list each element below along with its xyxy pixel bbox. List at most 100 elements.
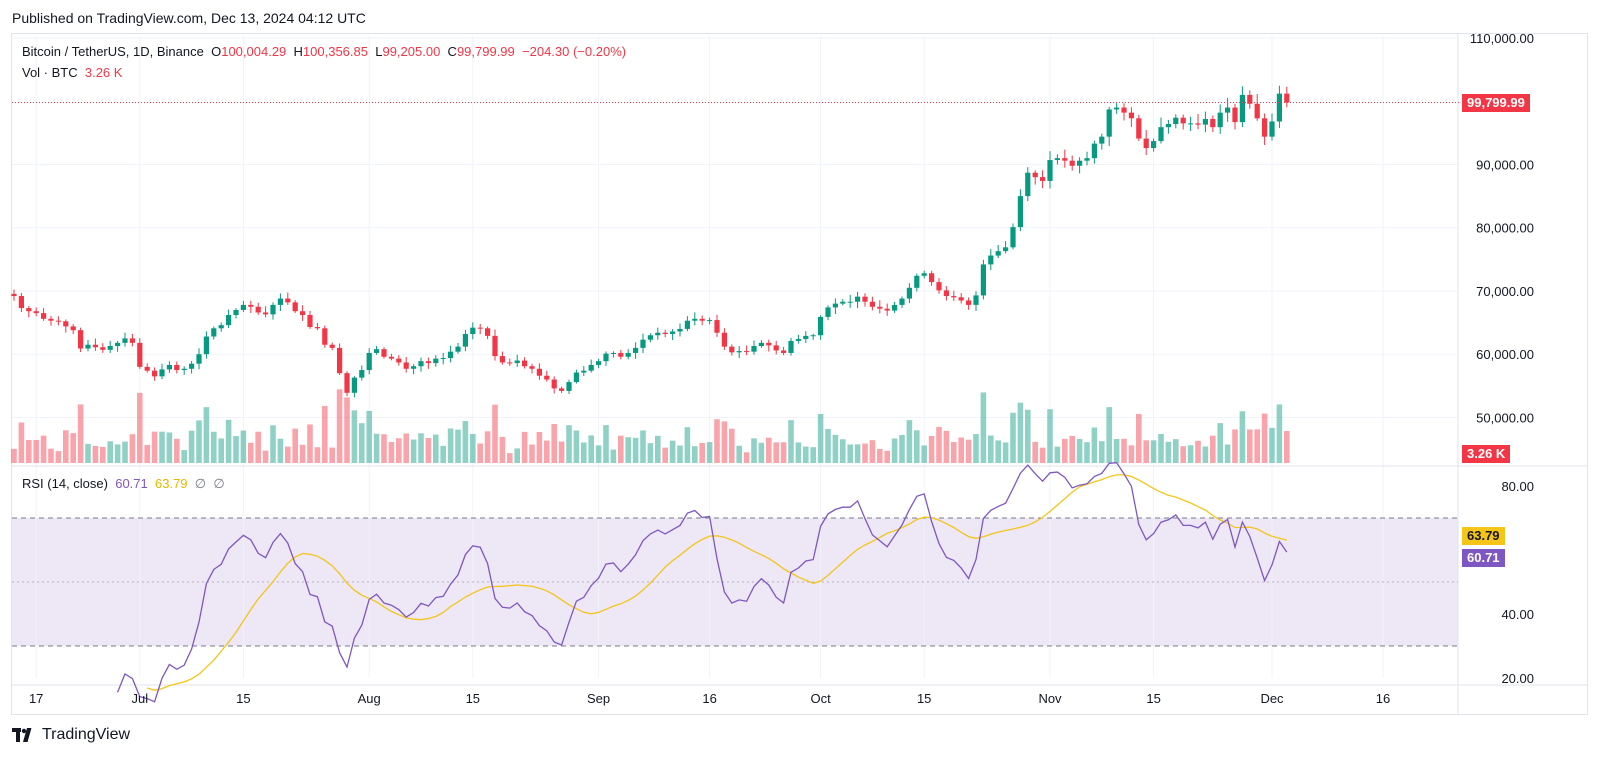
footer-brand[interactable]: TradingView	[12, 726, 130, 744]
candle-body	[1121, 107, 1127, 113]
candle-body	[366, 352, 372, 371]
volume-bar	[203, 407, 210, 463]
volume-value: 3.26 K	[84, 65, 123, 80]
volume-bar	[877, 448, 883, 463]
low-label: L	[375, 44, 383, 59]
grid	[12, 34, 1588, 714]
volume-bar	[780, 442, 787, 463]
volume-bar	[1091, 427, 1098, 463]
volume-bar	[396, 438, 402, 463]
candle-body	[943, 290, 949, 297]
volume-bar	[973, 434, 979, 463]
candle-body	[840, 301, 846, 304]
volume-bar	[1210, 435, 1216, 463]
volume-bar	[706, 442, 713, 463]
x-tick-label: 16	[702, 691, 716, 706]
rsi-label: RSI (14, close)	[22, 476, 108, 491]
candle-body	[351, 377, 357, 393]
volume-bar	[1076, 439, 1083, 463]
volume-bar	[1269, 427, 1275, 463]
candle-body	[462, 333, 468, 347]
candle-body	[847, 301, 853, 303]
x-tick-label: Aug	[358, 691, 381, 706]
x-tick-label: 15	[236, 691, 250, 706]
candles	[11, 85, 1460, 398]
candle-body	[292, 302, 298, 312]
volume-bar	[884, 450, 890, 463]
volume-bar	[11, 448, 17, 463]
volume-bar	[854, 444, 861, 463]
candle-body	[26, 308, 32, 312]
volume-bar	[514, 448, 520, 463]
candle-body	[270, 304, 276, 315]
candle-body	[1276, 93, 1282, 122]
candle-body	[973, 295, 979, 305]
volume-bar	[980, 392, 987, 463]
candle-body	[1262, 118, 1268, 137]
candle-body	[677, 328, 683, 332]
volume-bar	[1113, 438, 1120, 463]
volume-bar	[810, 447, 816, 463]
volume-bar	[240, 430, 247, 463]
volume-bar	[1173, 439, 1179, 463]
candle-body	[751, 345, 757, 352]
candle-body	[152, 370, 158, 377]
candle-body	[536, 368, 542, 376]
candle-body	[374, 349, 380, 353]
volume-tag: 3.26 K	[1462, 445, 1511, 463]
volume-bar	[958, 437, 964, 463]
volume-label: Vol · BTC	[22, 65, 78, 80]
candle-body	[322, 328, 328, 345]
volume-bar	[255, 431, 261, 463]
volume-bar	[988, 435, 994, 463]
candle-body	[137, 342, 143, 367]
candle-body	[899, 298, 905, 305]
candle-body	[670, 331, 676, 334]
candle-body	[470, 327, 476, 334]
rsi-lines	[116, 462, 1288, 703]
candle-body	[707, 320, 713, 322]
close-label: C	[447, 44, 457, 59]
volume-bar	[743, 452, 750, 463]
volume-bar	[151, 431, 158, 463]
volume-bar	[795, 442, 802, 463]
volume-bar	[70, 433, 76, 463]
volume-bar	[840, 439, 846, 463]
volume-bar	[847, 444, 853, 463]
volume-bar	[285, 446, 291, 463]
volume-bar	[225, 419, 232, 463]
volume-bar	[906, 420, 913, 463]
footer-brand-label: TradingView	[42, 726, 131, 743]
price-tick-label: 50,000.00	[1476, 410, 1534, 425]
volume-bar	[1084, 442, 1090, 463]
volume-bar	[329, 447, 335, 463]
volume-bar	[1239, 411, 1246, 463]
candle-body	[647, 335, 653, 340]
volume-bar	[625, 437, 631, 463]
volume-bar	[507, 453, 513, 463]
price-tag: 99,799.99	[1462, 94, 1530, 112]
volume-bar	[662, 447, 668, 463]
candle-body	[85, 344, 91, 349]
candle-body	[344, 373, 350, 393]
volume-bar	[943, 430, 950, 463]
candle-body	[388, 356, 394, 359]
candle-body	[1069, 160, 1075, 166]
candle-body	[1114, 107, 1120, 110]
volume-bar	[33, 440, 39, 463]
candle-body	[1047, 160, 1053, 181]
volume-bar	[1247, 429, 1253, 463]
candle-body	[662, 332, 668, 334]
candle-body	[122, 338, 128, 343]
candle-body	[522, 360, 528, 367]
candle-body	[440, 358, 446, 360]
volume-bar	[632, 437, 639, 463]
volume-bar	[751, 438, 757, 463]
volume-bar	[144, 444, 150, 463]
volume-bar	[18, 422, 25, 463]
candle-body	[285, 298, 291, 303]
volume-bar	[1187, 445, 1194, 463]
candle-body	[1099, 136, 1105, 144]
volume-bar	[1224, 444, 1231, 463]
